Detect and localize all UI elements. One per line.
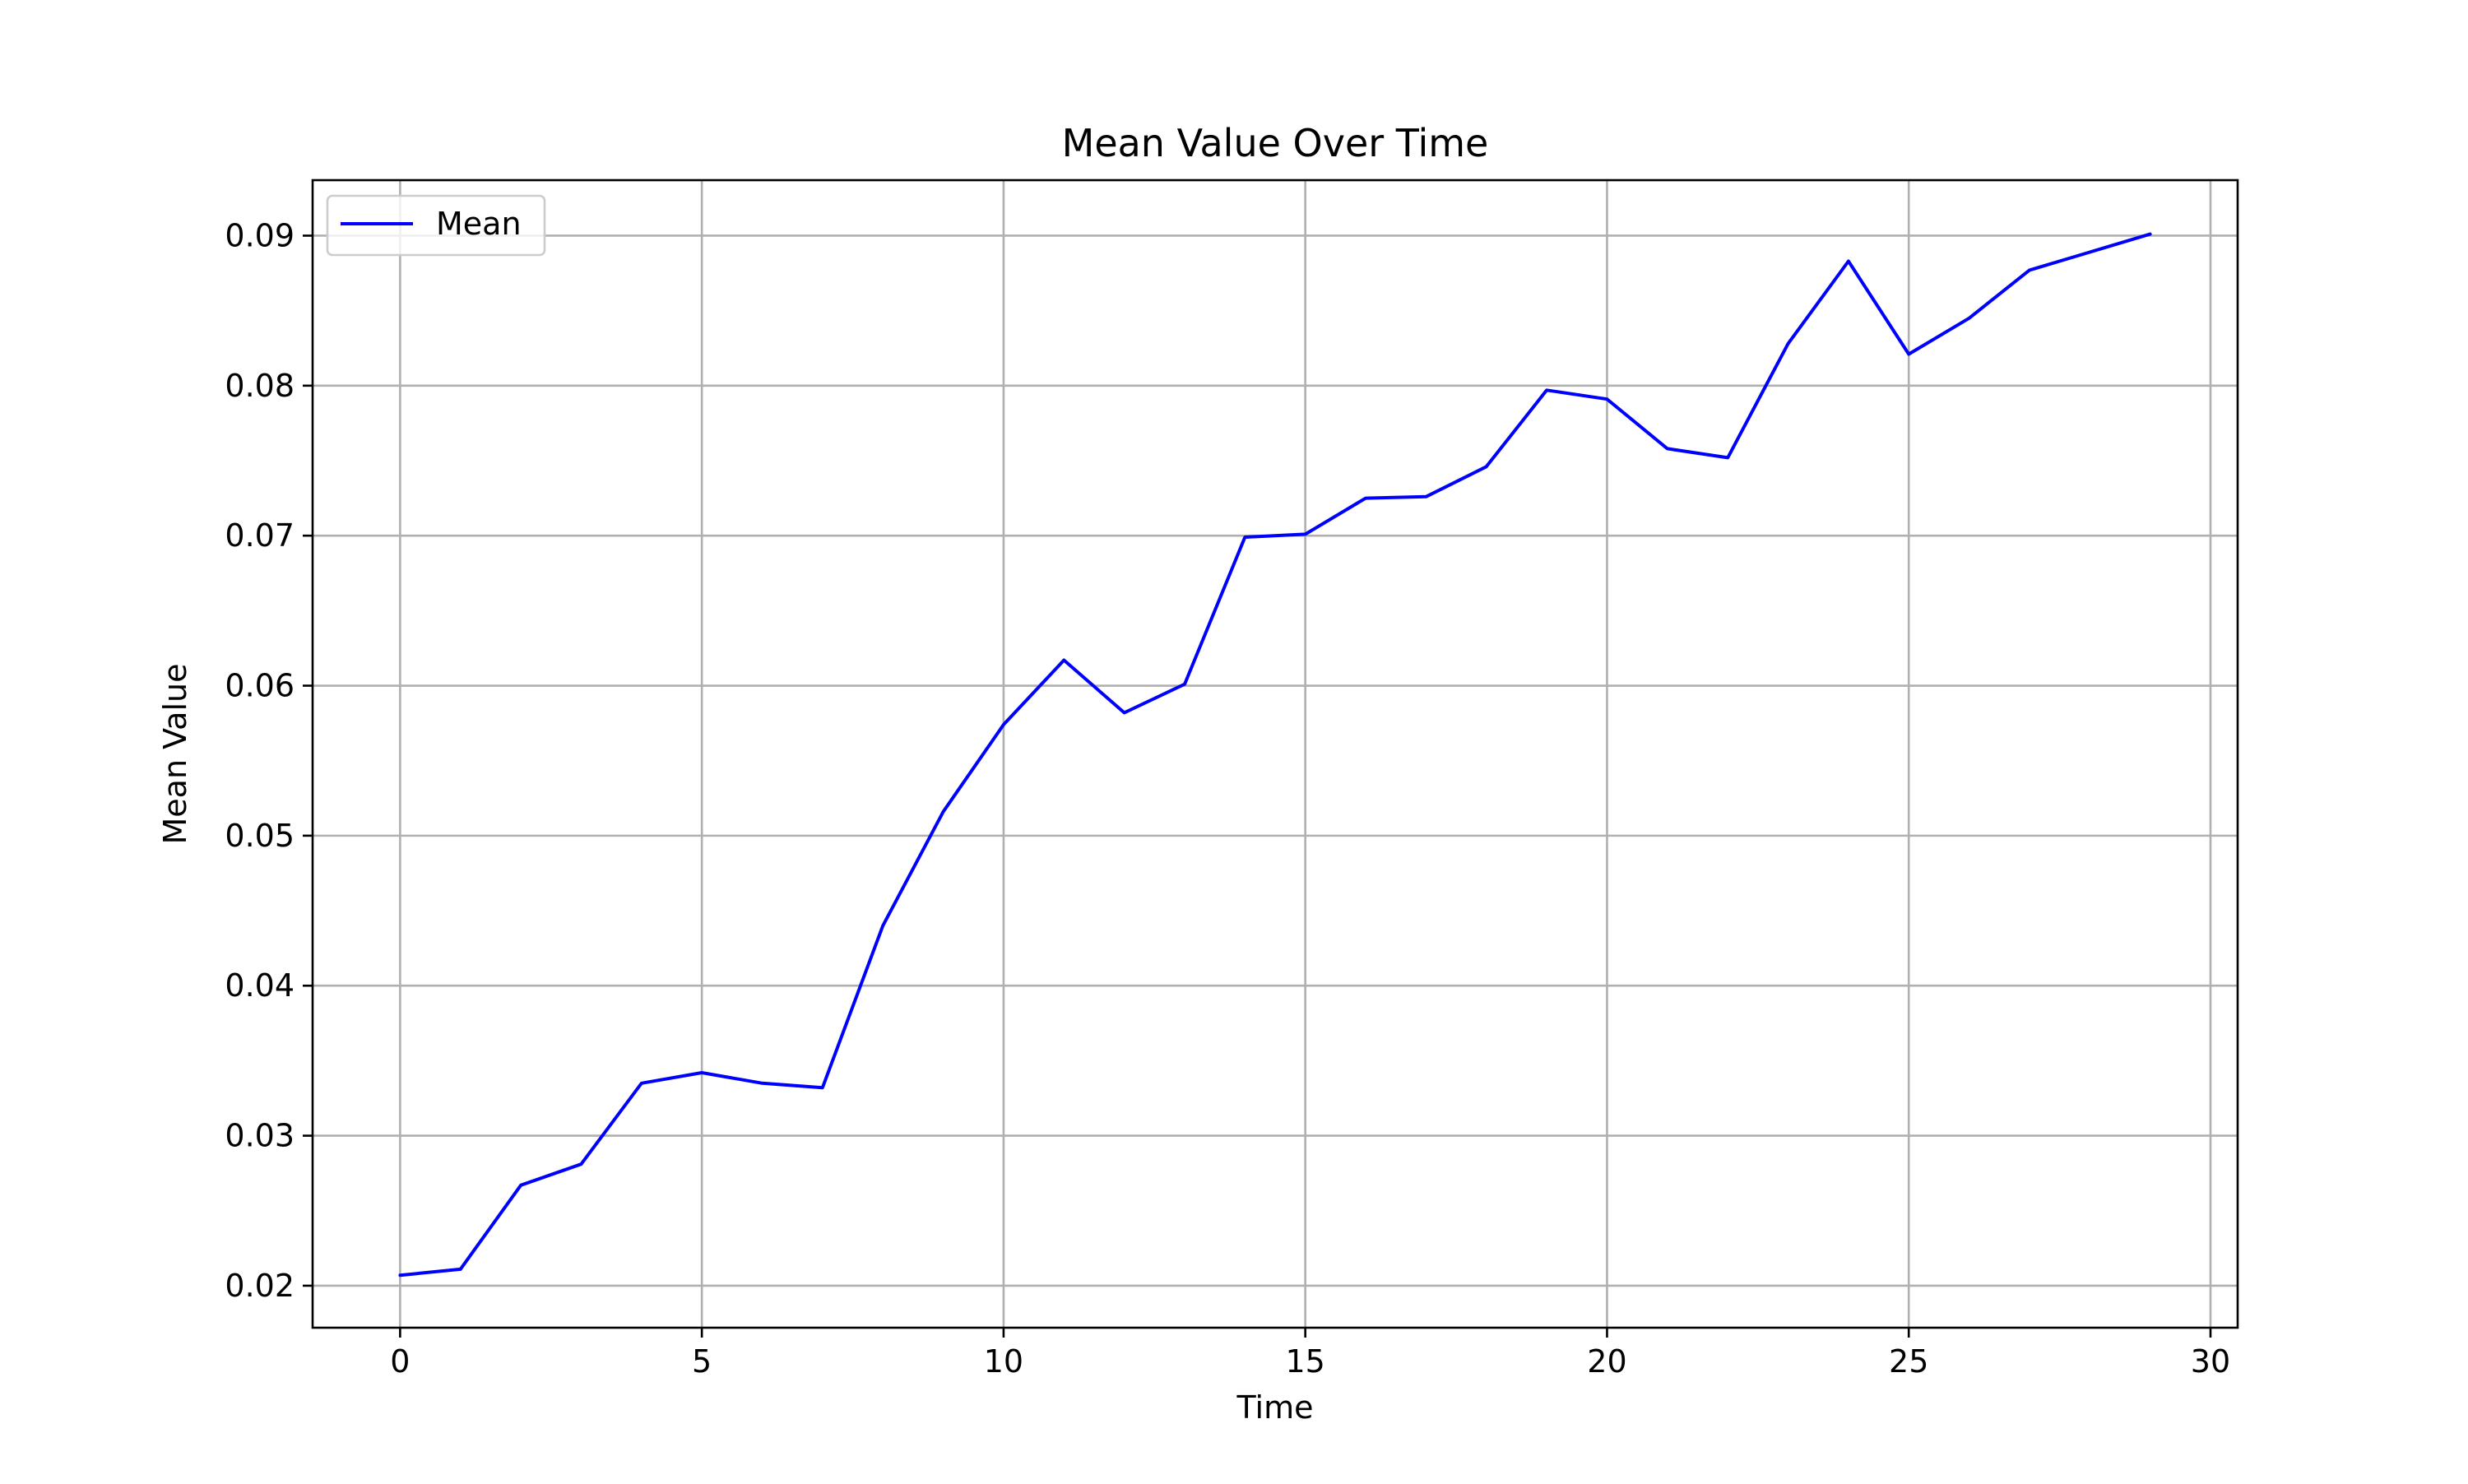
legend-box bbox=[326, 194, 546, 257]
chart-title: Mean Value Over Time bbox=[1062, 121, 1489, 165]
y-tick-label: 0.09 bbox=[225, 217, 295, 253]
x-tick-label: 20 bbox=[1587, 1343, 1626, 1380]
x-tick-label: 0 bbox=[390, 1343, 410, 1380]
x-tick-label: 10 bbox=[984, 1343, 1023, 1380]
plot-frame bbox=[311, 179, 2239, 1329]
series-layer bbox=[398, 232, 2152, 1278]
y-axis-label: Mean Value bbox=[157, 664, 193, 845]
plot-area bbox=[313, 180, 2238, 1328]
y-axis-ticks: 0.02 0.03 0.04 0.05 0.06 0.07 0.08 0.09 bbox=[225, 217, 313, 1304]
y-tick-label: 0.02 bbox=[225, 1268, 295, 1304]
y-tick-label: 0.07 bbox=[225, 517, 295, 554]
y-tick-label: 0.08 bbox=[225, 368, 295, 404]
grid bbox=[313, 180, 2238, 1328]
y-tick-label: 0.04 bbox=[225, 967, 295, 1004]
legend: Mean bbox=[326, 194, 546, 257]
series-line-mean bbox=[398, 232, 2152, 1278]
y-tick-label: 0.03 bbox=[225, 1118, 295, 1154]
x-tick-label: 30 bbox=[2191, 1343, 2230, 1380]
x-tick-label: 25 bbox=[1889, 1343, 1928, 1380]
x-axis-ticks: 0 5 10 15 20 25 30 bbox=[390, 1328, 2230, 1380]
y-tick-label: 0.06 bbox=[225, 668, 295, 704]
x-tick-label: 5 bbox=[692, 1343, 712, 1380]
x-axis-label: Time bbox=[1236, 1389, 1314, 1426]
legend-label-mean: Mean bbox=[436, 206, 522, 242]
y-tick-label: 0.05 bbox=[225, 818, 295, 854]
x-tick-label: 15 bbox=[1285, 1343, 1324, 1380]
